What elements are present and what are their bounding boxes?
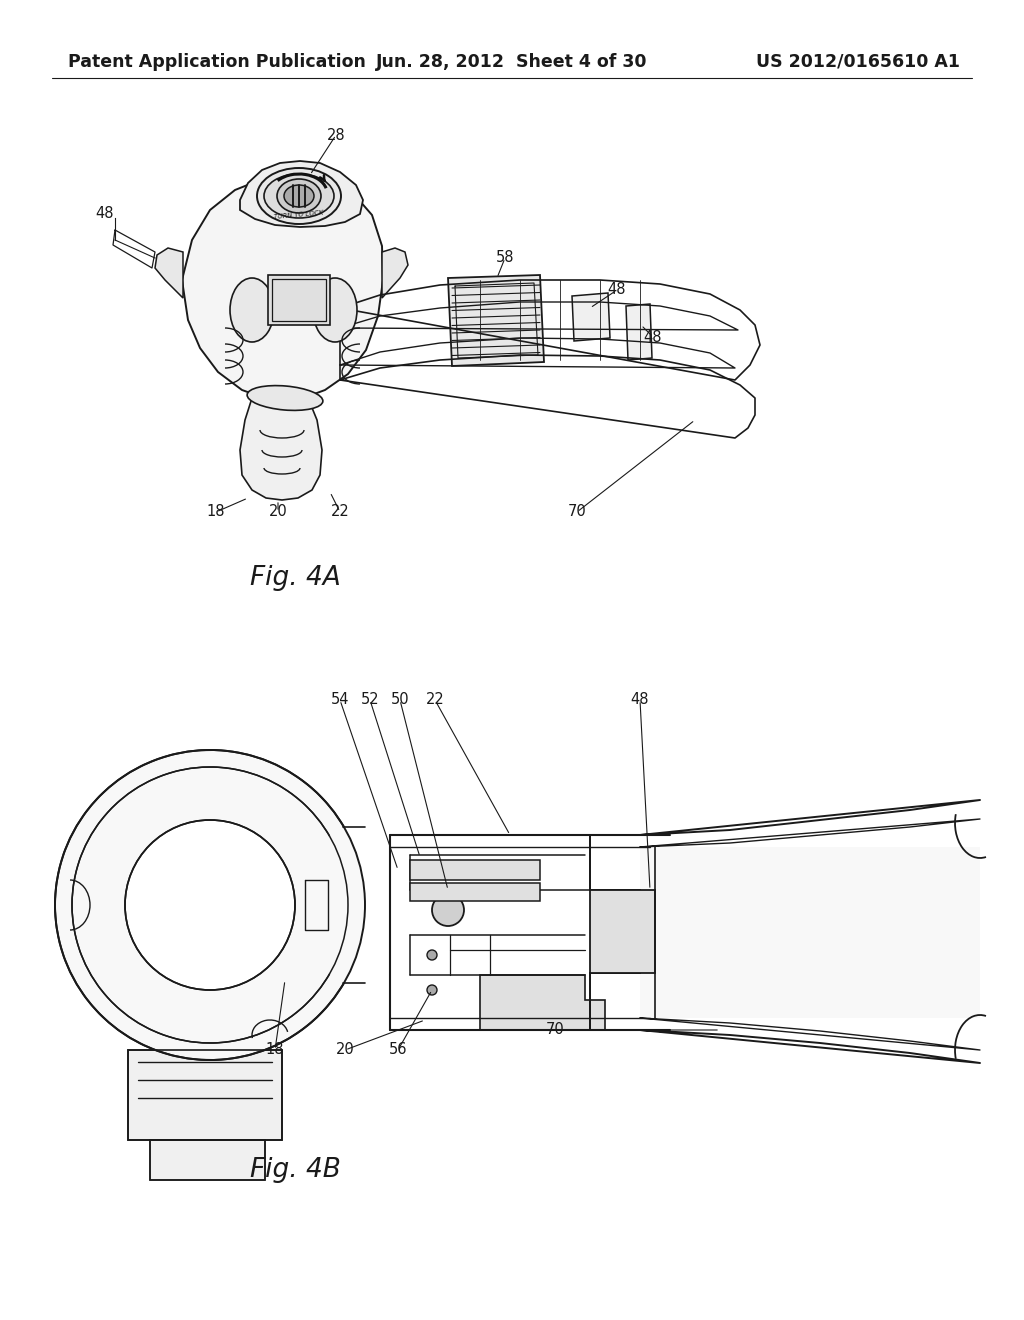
Text: 20: 20: [336, 1043, 354, 1057]
Text: 18: 18: [207, 504, 225, 520]
Polygon shape: [182, 174, 383, 400]
Text: 18: 18: [266, 1043, 285, 1057]
Ellipse shape: [264, 174, 334, 218]
Bar: [268, 275, 330, 325]
Text: 70: 70: [567, 504, 587, 520]
Polygon shape: [240, 399, 322, 500]
Polygon shape: [150, 1140, 265, 1180]
Ellipse shape: [72, 767, 348, 1043]
Text: TURN TO LOCK: TURN TO LOCK: [274, 210, 324, 220]
Bar: [272, 279, 326, 321]
Ellipse shape: [427, 985, 437, 995]
Text: 48: 48: [608, 282, 627, 297]
Polygon shape: [128, 1049, 282, 1140]
Bar: [590, 890, 655, 973]
Ellipse shape: [313, 279, 357, 342]
Text: 54: 54: [331, 693, 349, 708]
Ellipse shape: [230, 279, 274, 342]
Ellipse shape: [247, 385, 323, 411]
Polygon shape: [480, 975, 605, 1030]
Polygon shape: [572, 293, 610, 341]
Text: 70: 70: [546, 1023, 564, 1038]
Bar: [128, 1049, 282, 1140]
Bar: [410, 883, 540, 902]
Text: 48: 48: [631, 693, 649, 708]
Bar: [150, 1140, 265, 1180]
Text: 52: 52: [360, 693, 379, 708]
Text: 28: 28: [327, 128, 345, 143]
Text: Patent Application Publication: Patent Application Publication: [68, 53, 366, 71]
Text: US 2012/0165610 A1: US 2012/0165610 A1: [756, 53, 961, 71]
Polygon shape: [155, 248, 183, 298]
Text: Jun. 28, 2012  Sheet 4 of 30: Jun. 28, 2012 Sheet 4 of 30: [376, 53, 648, 71]
Text: Fig. 4B: Fig. 4B: [250, 1158, 340, 1183]
Text: 58: 58: [496, 251, 514, 265]
Text: 48: 48: [96, 206, 115, 220]
Ellipse shape: [432, 894, 464, 927]
Text: 56: 56: [389, 1043, 408, 1057]
Polygon shape: [449, 275, 544, 366]
Polygon shape: [382, 248, 408, 298]
Text: 48: 48: [644, 330, 663, 345]
Text: 22: 22: [331, 504, 349, 520]
Polygon shape: [626, 304, 652, 360]
Text: 22: 22: [426, 693, 444, 708]
Text: Fig. 4A: Fig. 4A: [250, 565, 340, 591]
Ellipse shape: [55, 750, 365, 1060]
Ellipse shape: [427, 950, 437, 960]
Ellipse shape: [284, 185, 314, 207]
Text: 50: 50: [391, 693, 410, 708]
Bar: [640, 847, 980, 1018]
Ellipse shape: [125, 820, 295, 990]
Ellipse shape: [278, 180, 321, 213]
Polygon shape: [240, 161, 362, 227]
Ellipse shape: [257, 168, 341, 224]
Bar: [410, 861, 540, 880]
Text: 20: 20: [268, 504, 288, 520]
